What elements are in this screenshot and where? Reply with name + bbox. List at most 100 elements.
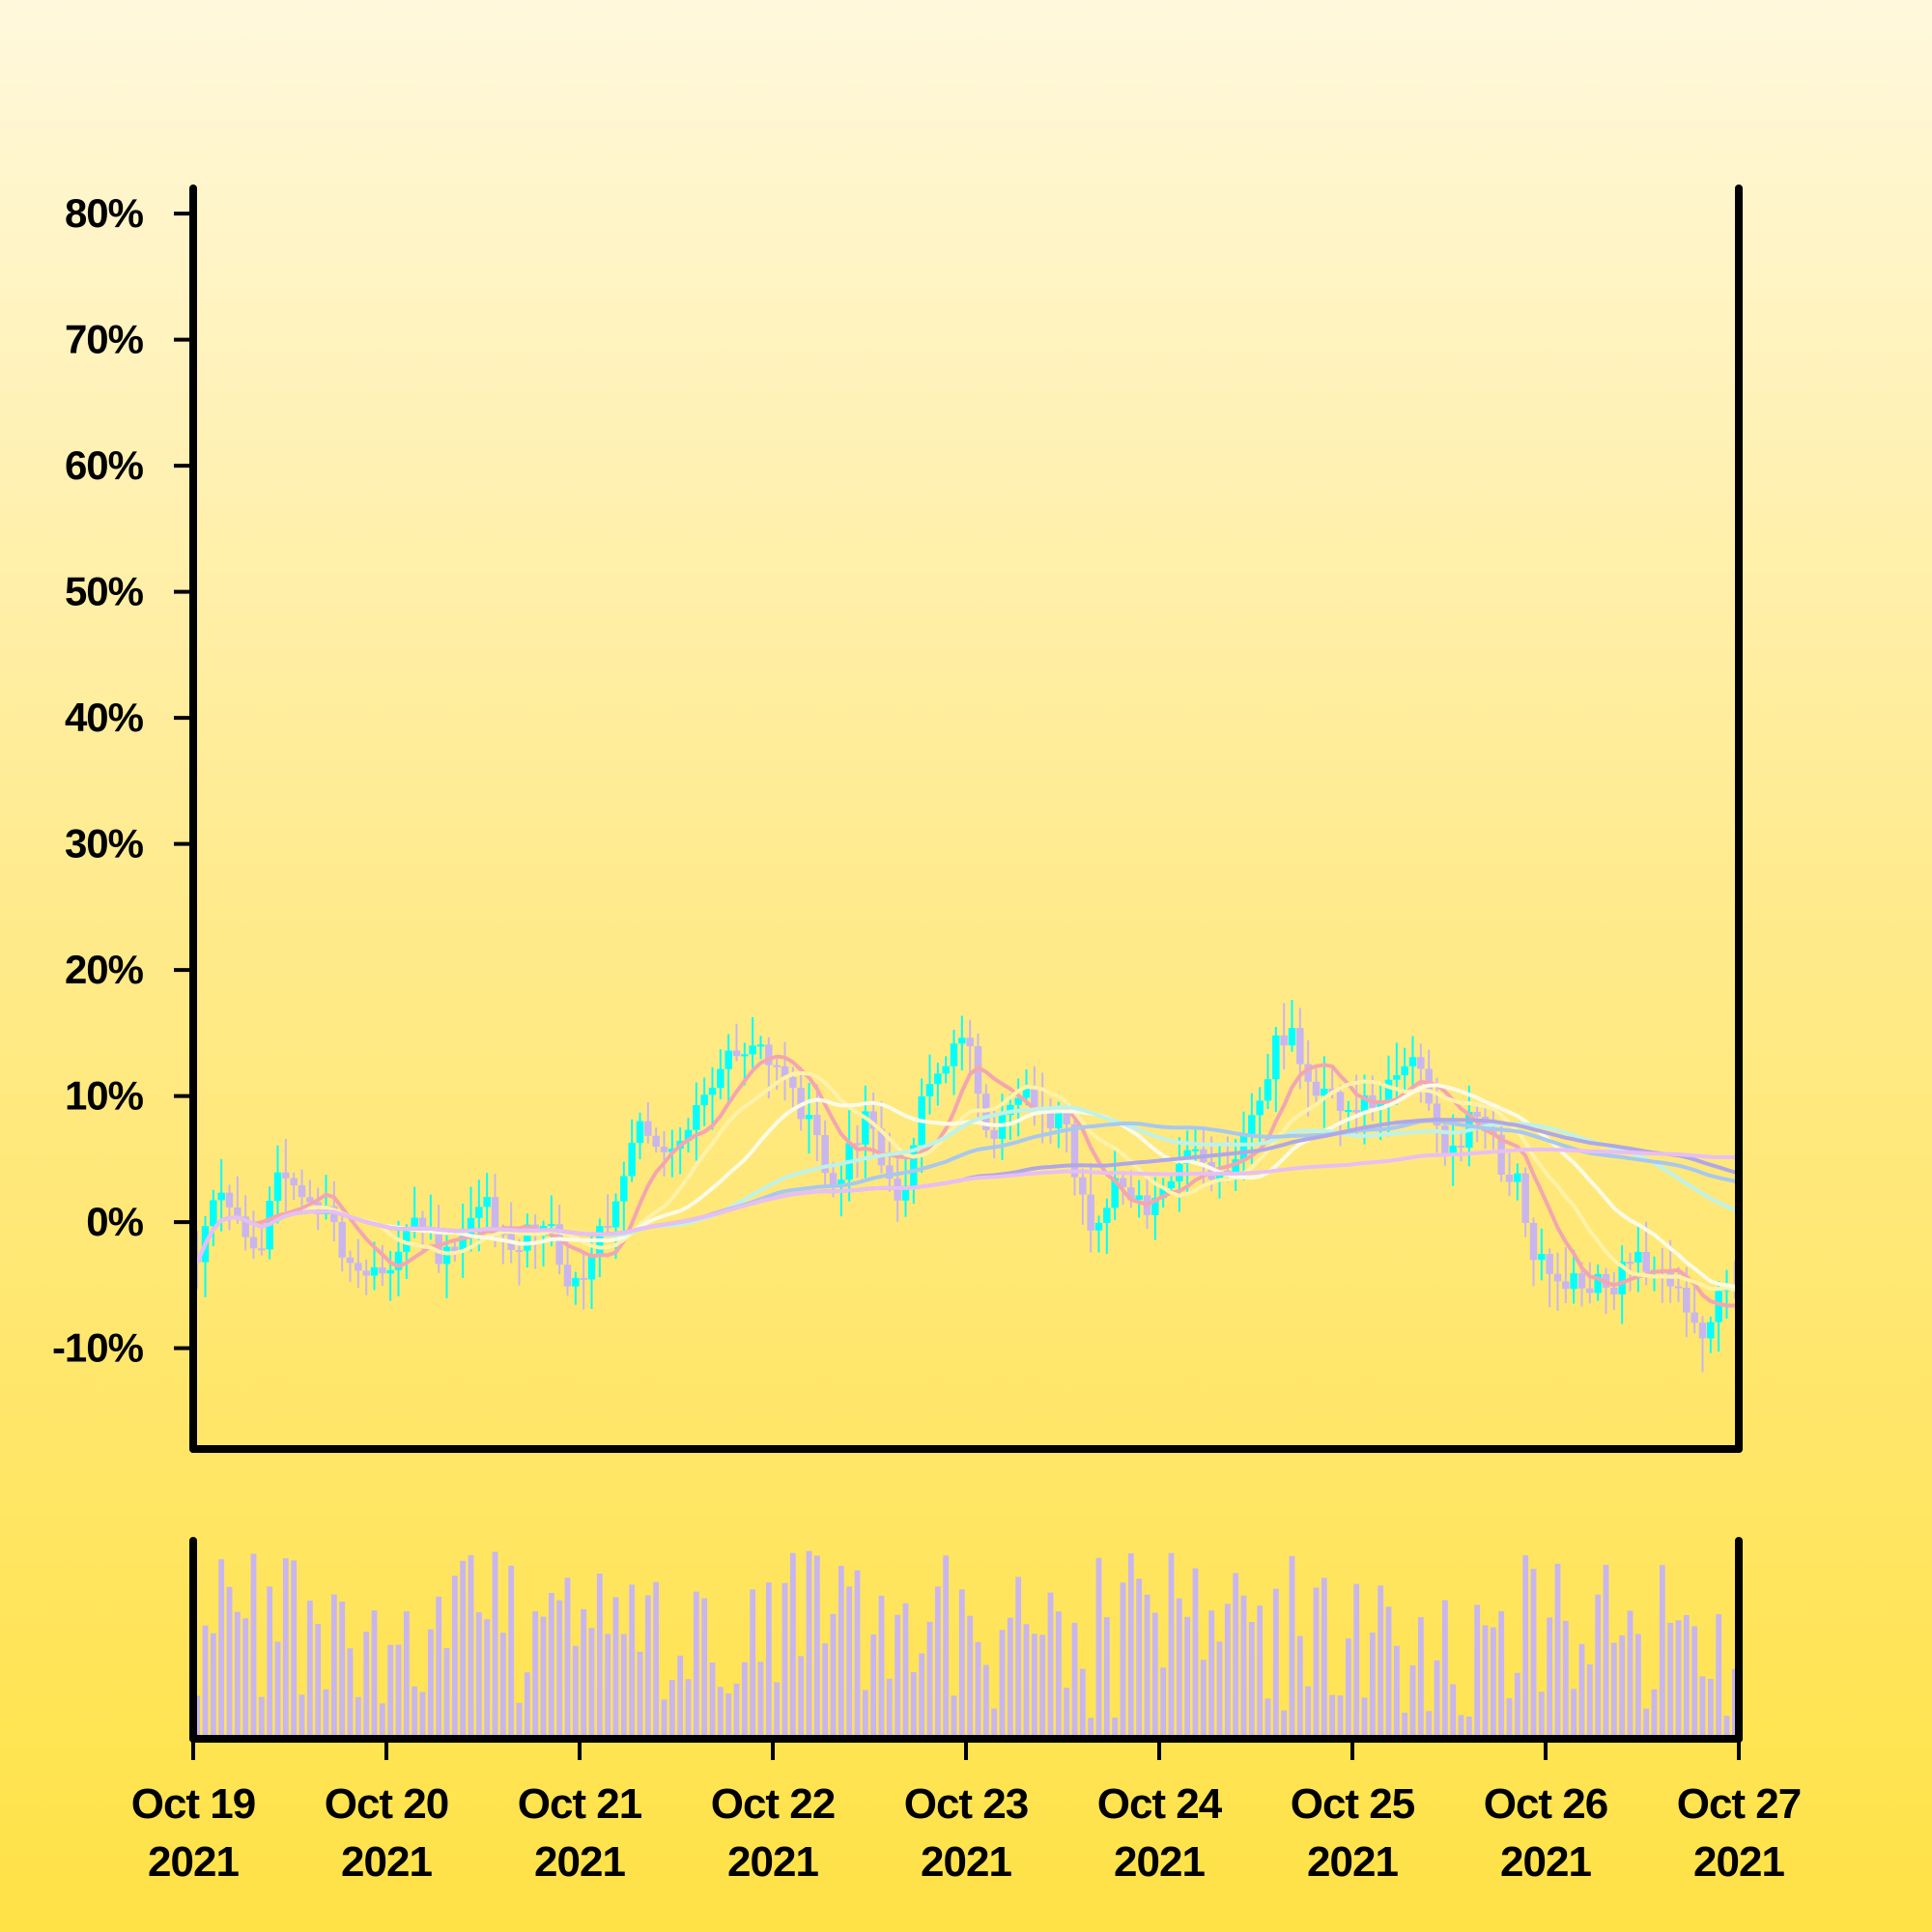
candle-body xyxy=(346,1257,355,1264)
candle-body xyxy=(958,1037,966,1044)
candle-body xyxy=(1087,1194,1094,1231)
axes xyxy=(189,185,1743,1743)
volume-bar xyxy=(668,1680,675,1739)
candle-body xyxy=(1336,1092,1345,1112)
volume-bar xyxy=(1240,1595,1247,1739)
volume-bar xyxy=(1353,1583,1360,1739)
volume-bar xyxy=(1441,1600,1448,1739)
volume-bar xyxy=(605,1634,611,1739)
volume-bar xyxy=(902,1603,909,1739)
candle-body xyxy=(1256,1100,1264,1116)
candle-body xyxy=(1538,1254,1546,1261)
volume-bar xyxy=(620,1634,627,1739)
candle-body xyxy=(684,1129,693,1142)
candle-body xyxy=(1022,1086,1031,1098)
volume-bar xyxy=(323,1689,329,1739)
volume-bar xyxy=(1257,1605,1264,1739)
volume-bar xyxy=(468,1554,474,1739)
x-tick-label-year: 2021 xyxy=(341,1838,432,1886)
candle-body xyxy=(515,1250,524,1253)
volume-bar xyxy=(234,1611,241,1739)
volume-bar xyxy=(371,1610,378,1739)
volume-bar xyxy=(556,1600,563,1739)
candle-body xyxy=(1111,1178,1119,1208)
volume-bar xyxy=(1731,1668,1738,1739)
candle-body xyxy=(756,1044,765,1047)
volume-bar xyxy=(1168,1552,1175,1739)
x-tick-label-date: Oct 25 xyxy=(1291,1780,1415,1828)
volume-bar xyxy=(1369,1633,1376,1739)
volume-bar xyxy=(653,1581,660,1739)
candle-body xyxy=(1674,1286,1683,1289)
volume-bar xyxy=(677,1655,684,1739)
candle-body xyxy=(1546,1254,1553,1274)
candle-body xyxy=(1473,1111,1481,1118)
candle-body xyxy=(1642,1251,1650,1272)
candle-body xyxy=(1698,1322,1707,1339)
volume-bar xyxy=(1506,1697,1513,1739)
candle-body xyxy=(386,1269,394,1274)
candle-body xyxy=(475,1207,483,1218)
volume-bar xyxy=(765,1582,772,1739)
volume-bar xyxy=(436,1596,442,1739)
candle-body xyxy=(1264,1079,1272,1101)
candle-body xyxy=(1417,1057,1425,1069)
volume-bar xyxy=(910,1671,917,1739)
candle-body xyxy=(379,1267,386,1274)
volume-bar xyxy=(886,1678,893,1739)
volume-bar xyxy=(242,1618,249,1739)
moving-average-line xyxy=(195,1147,1737,1264)
volume-bar xyxy=(516,1702,523,1739)
volume-bar xyxy=(1683,1614,1690,1739)
volume-bar xyxy=(693,1591,699,1739)
volume-bar xyxy=(895,1614,901,1739)
volume-bar xyxy=(1393,1645,1400,1739)
volume-bar xyxy=(919,1653,925,1739)
volume-bar xyxy=(1465,1717,1472,1739)
volume-bar xyxy=(250,1553,257,1739)
volume-bar xyxy=(1385,1606,1392,1739)
candle-body xyxy=(1127,1187,1135,1200)
candle-body xyxy=(1321,1088,1328,1096)
y-tick-label: 20% xyxy=(65,947,144,992)
volume-bar xyxy=(1031,1634,1037,1739)
candle-body xyxy=(1562,1281,1570,1290)
x-tick-label-year: 2021 xyxy=(921,1838,1011,1886)
candle-body xyxy=(572,1277,580,1287)
volume-bar xyxy=(774,1682,781,1739)
volume-bar xyxy=(741,1662,748,1739)
candle-body xyxy=(225,1192,234,1208)
volume-bar xyxy=(733,1683,740,1739)
candle-body xyxy=(338,1222,346,1258)
volume-bar xyxy=(363,1632,370,1739)
volume-bar xyxy=(958,1589,965,1739)
x-tick-label-year: 2021 xyxy=(727,1838,818,1886)
volume-bar xyxy=(1015,1577,1022,1739)
candle-body xyxy=(459,1236,467,1252)
candle-body xyxy=(210,1200,217,1227)
candle-body xyxy=(580,1277,587,1280)
candle-body xyxy=(1031,1086,1038,1108)
x-tick-label-date: Oct 24 xyxy=(1097,1780,1223,1828)
volume-bar xyxy=(1176,1598,1182,1739)
candle-body xyxy=(1352,1110,1360,1113)
volume-bar xyxy=(298,1694,305,1739)
candle-body xyxy=(587,1255,596,1280)
volume-bar xyxy=(499,1633,506,1739)
volume-bar xyxy=(355,1696,361,1739)
candle-body xyxy=(1408,1057,1417,1066)
volume-bar xyxy=(612,1597,619,1739)
candle-body xyxy=(886,1165,894,1179)
candle-body xyxy=(781,1065,789,1077)
x-tick-label-year: 2021 xyxy=(1693,1838,1784,1886)
y-tick-label: 30% xyxy=(65,821,144,867)
volume-bar xyxy=(387,1644,394,1739)
volume-bar xyxy=(701,1598,708,1739)
x-axis-ticks: Oct 19 2021 Oct 20 2021 Oct 21 2021 Oct 22 2021… xyxy=(131,1739,1802,1886)
candle-body xyxy=(853,1143,862,1146)
candle-body xyxy=(1135,1195,1143,1200)
candle-body xyxy=(1151,1198,1159,1215)
volume-bar xyxy=(1007,1617,1013,1739)
volume-bar xyxy=(1337,1695,1344,1739)
x-tick-label-year: 2021 xyxy=(1114,1838,1205,1886)
